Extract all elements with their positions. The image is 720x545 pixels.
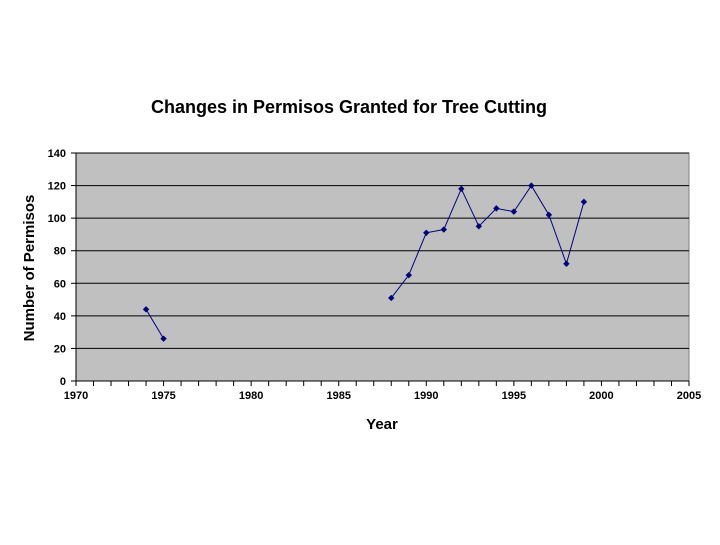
y-tick-label: 40 xyxy=(54,311,66,323)
data-point-marker xyxy=(493,205,500,212)
plot-area xyxy=(75,152,690,382)
grid-lines xyxy=(76,152,689,349)
y-tick-label: 80 xyxy=(54,246,66,258)
data-point-marker xyxy=(142,306,150,313)
data-point-marker xyxy=(510,208,518,215)
y-tick-label: 100 xyxy=(48,213,66,225)
data-point-marker xyxy=(528,182,535,189)
tick-labels: 0 20 40 60 80 100 120 140 1970 1975 1980 1985 1990 19… xyxy=(48,148,702,402)
data-point-marker xyxy=(440,226,447,233)
series-line xyxy=(145,309,164,339)
data-point-marker xyxy=(160,335,167,342)
y-tick-label: 120 xyxy=(48,181,66,193)
y-tick-label: 140 xyxy=(48,148,66,160)
data-point-marker xyxy=(405,271,412,279)
y-tick-label: 0 xyxy=(60,376,66,388)
x-tick-label: 1985 xyxy=(326,390,350,402)
series-layer xyxy=(142,182,588,342)
chart-title: Changes in Permisos Granted for Tree Cut… xyxy=(151,97,547,117)
series-line xyxy=(390,184,585,299)
x-tick-label: 2005 xyxy=(677,390,701,402)
axes xyxy=(71,152,690,386)
data-point-marker xyxy=(388,294,395,302)
data-point-marker xyxy=(458,185,465,193)
x-tick-label: 2000 xyxy=(589,390,613,402)
data-point-marker xyxy=(475,223,483,230)
y-axis-label: Number of Permisos xyxy=(21,195,38,342)
x-tick-label: 1995 xyxy=(502,390,526,402)
x-tick-label: 1990 xyxy=(414,390,438,402)
data-point-marker xyxy=(563,260,570,267)
x-tick-label: 1970 xyxy=(64,390,88,402)
y-tick-label: 60 xyxy=(54,278,66,290)
data-point-marker xyxy=(545,211,553,219)
data-point-marker xyxy=(580,198,588,206)
x-tick-label: 1975 xyxy=(151,390,175,402)
x-axis-label: Year xyxy=(366,416,398,433)
y-tick-label: 20 xyxy=(54,343,66,355)
x-tick-label: 1980 xyxy=(239,390,263,402)
data-point-marker xyxy=(423,229,430,236)
